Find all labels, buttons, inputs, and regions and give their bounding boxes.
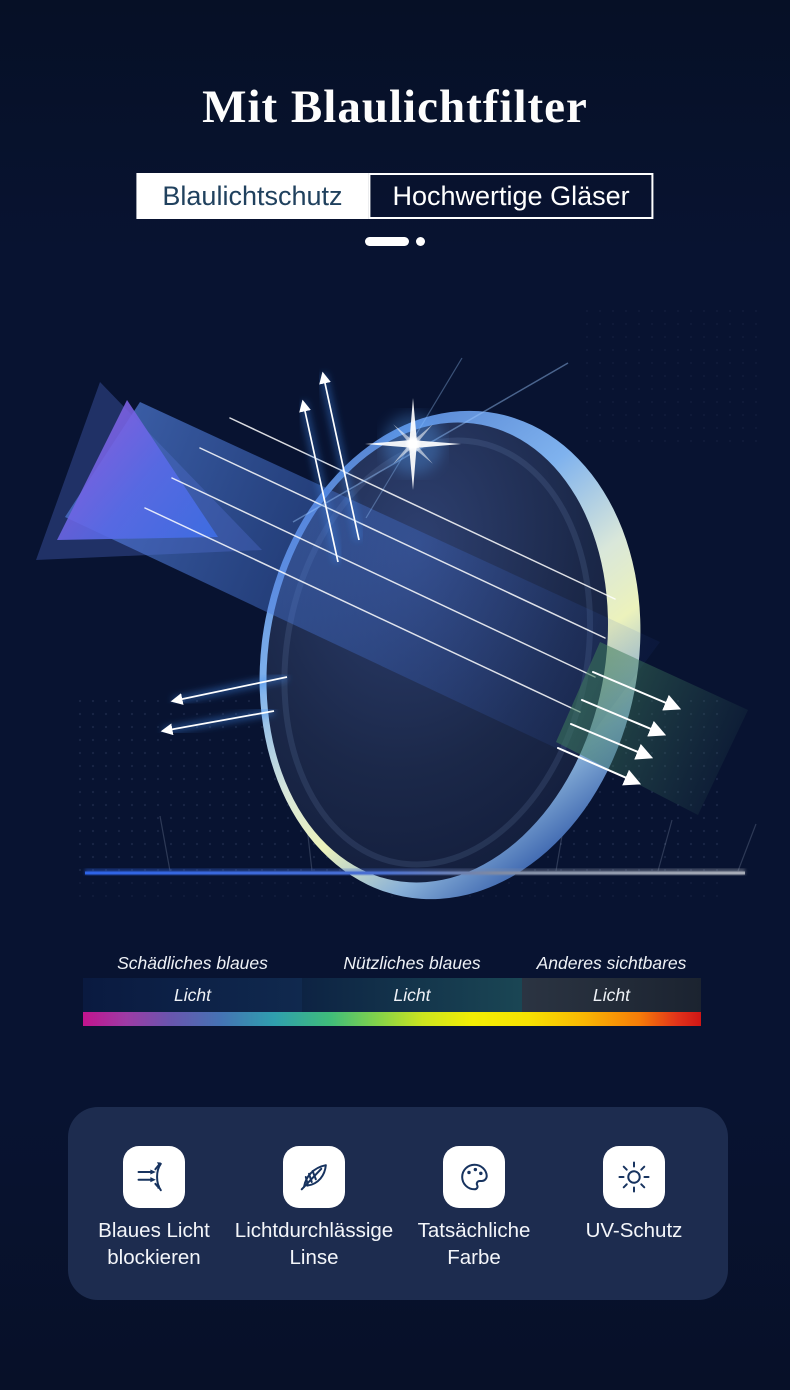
feature-label: Tatsächliche Farbe (417, 1219, 531, 1269)
feature-label: Blaues Licht blockieren (98, 1219, 210, 1269)
prism (36, 382, 262, 560)
carousel-dot[interactable] (416, 237, 425, 246)
feature-uv-protection: UV-Schutz (554, 1107, 714, 1300)
reflected-rays-down (160, 673, 288, 736)
spectrum-label-harmful-blue: Schädliches blaues Licht (83, 948, 302, 1012)
carousel-dash-active[interactable] (365, 237, 409, 246)
feature-light-transmitting-lens: Lichtdurchlässige Linse (234, 1107, 394, 1300)
tab-hochwertige-glaeser[interactable]: Hochwertige Gläser (368, 173, 654, 219)
feature-true-color: Tatsächliche Farbe (394, 1107, 554, 1300)
feather-icon (300, 1164, 327, 1191)
feature-icon-tile (123, 1146, 185, 1208)
lens-illustration (36, 310, 765, 908)
transmitted-arrows (557, 671, 682, 786)
feature-label: Lichtdurchlässige Linse (234, 1219, 394, 1269)
light-spectrum-legend: Schädliches blaues Licht Nützliches blau… (83, 948, 701, 1026)
feature-block-blue-light: Blaues Licht blockieren (74, 1107, 234, 1300)
starburst (292, 357, 569, 523)
tab-blaulichtschutz[interactable]: Blaulichtschutz (136, 173, 369, 219)
carousel-indicator (365, 237, 425, 246)
incoming-light-beam (65, 402, 660, 757)
reflected-rays-up (298, 371, 364, 563)
block-blue-light-icon (137, 1162, 162, 1192)
palette-icon (461, 1163, 488, 1191)
incoming-rays (144, 417, 616, 713)
ground-line (85, 869, 745, 875)
sun-icon (618, 1161, 650, 1193)
features-card: Blaues Licht blockieren Lichtdurchlässig… (68, 1107, 728, 1300)
feature-label: UV-Schutz (585, 1219, 683, 1242)
spectrum-labels: Schädliches blaues Licht Nützliches blau… (83, 948, 701, 1012)
feature-icon-tile (283, 1146, 345, 1208)
page-title: Mit Blaulichtfilter (202, 81, 588, 133)
spectrum-gradient-bar (83, 1012, 701, 1026)
spectrum-label-other-visible: Anderes sichtbares Licht (522, 948, 701, 1012)
spectrum-label-useful-blue: Nützliches blaues Licht (302, 948, 522, 1012)
tab-bar: Blaulichtschutz Hochwertige Gläser (136, 173, 654, 219)
feature-icon-tile (603, 1146, 665, 1208)
feature-icon-tile (443, 1146, 505, 1208)
